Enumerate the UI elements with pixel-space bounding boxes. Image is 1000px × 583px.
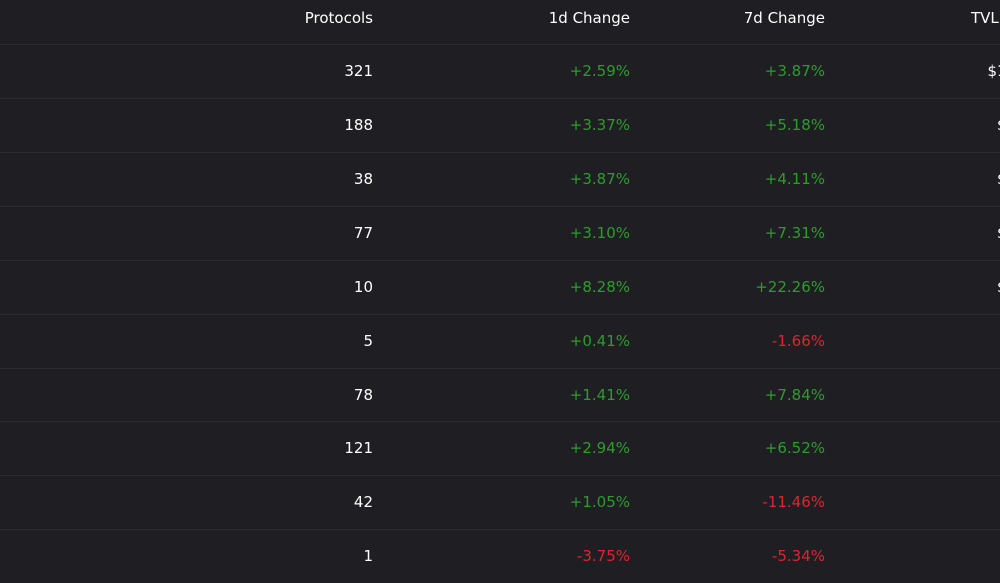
change-7d-value: +7.31% — [764, 224, 825, 242]
protocols-count: 321 — [344, 62, 373, 80]
protocols-count: 1 — [363, 547, 373, 565]
change-1d-value: +3.37% — [569, 116, 630, 134]
header-1d-change[interactable]: 1d Change — [548, 9, 630, 27]
tvl-value: $19.6 — [40, 116, 1000, 134]
change-7d-value: +22.26% — [755, 278, 825, 296]
table-row[interactable]: 321 +2.59% +3.87% $182.4 — [0, 44, 1000, 98]
table-row[interactable]: 42 +1.05% -11.46%$2 — [0, 475, 1000, 529]
change-1d-value: +3.87% — [569, 170, 630, 188]
tvl-value: $182.4 — [987, 62, 1000, 80]
protocols-count: 188 — [344, 116, 373, 134]
change-1d-value: +1.41% — [569, 386, 630, 404]
tvl-value: $5.5 — [40, 386, 1000, 404]
change-7d-value: -5.34% — [771, 547, 825, 565]
change-7d-value: +5.18% — [764, 116, 825, 134]
change-7d-value: +6.52% — [764, 439, 825, 457]
table-header: Protocols 1d Change 7d Change TVL — [0, 0, 1000, 40]
change-1d-value: +2.94% — [569, 439, 630, 457]
change-1d-value: +1.05% — [569, 493, 630, 511]
protocols-count: 38 — [353, 170, 373, 188]
header-tvl[interactable]: TVL — [971, 9, 999, 27]
tvl-value: $6.1 — [40, 332, 1000, 350]
change-1d-value: +0.41% — [569, 332, 630, 350]
header-7d-change[interactable]: 7d Change — [743, 9, 825, 27]
tvl-value: $14.9 — [40, 170, 1000, 188]
protocols-count: 42 — [353, 493, 373, 511]
protocols-count: 78 — [353, 386, 373, 404]
table-row[interactable]: 188 +3.37% +5.18%$19.6 — [0, 98, 1000, 152]
change-7d-value: +4.11% — [764, 170, 825, 188]
header-protocols[interactable]: Protocols — [304, 9, 373, 27]
change-1d-value: +2.59% — [569, 62, 630, 80]
tvl-value: $13.8 — [40, 224, 1000, 242]
change-7d-value: -11.46% — [762, 493, 825, 511]
change-7d-value: -1.66% — [771, 332, 825, 350]
tvl-value: $11.8 — [40, 278, 1000, 296]
tvl-value: $5.0 — [40, 439, 1000, 457]
change-1d-value: +3.10% — [569, 224, 630, 242]
table-row[interactable]: 78 +1.41% +7.84%$5.5 — [0, 368, 1000, 422]
protocols-count: 77 — [353, 224, 373, 242]
table-row[interactable]: 77 +3.10% +7.31%$13.8 — [0, 206, 1000, 260]
protocols-count: 5 — [363, 332, 373, 350]
change-7d-value: +7.84% — [764, 386, 825, 404]
tvl-value: $1.8 — [40, 547, 1000, 565]
table-row[interactable]: 5 +0.41% -1.66%$6.1 — [0, 314, 1000, 368]
table-row[interactable]: 10 +8.28% +22.26%$11.8 — [0, 260, 1000, 314]
table-row[interactable]: 38 +3.87% +4.11%$14.9 — [0, 152, 1000, 206]
table-row[interactable]: 1 -3.75% -5.34%$1.8 — [0, 529, 1000, 583]
change-1d-value: +8.28% — [569, 278, 630, 296]
table-row[interactable]: 121 +2.94% +6.52%$5.0 — [0, 421, 1000, 475]
change-1d-value: -3.75% — [576, 547, 630, 565]
change-7d-value: +3.87% — [764, 62, 825, 80]
tvl-value: $2 — [40, 493, 1000, 511]
protocols-count: 10 — [353, 278, 373, 296]
protocols-count: 121 — [344, 439, 373, 457]
